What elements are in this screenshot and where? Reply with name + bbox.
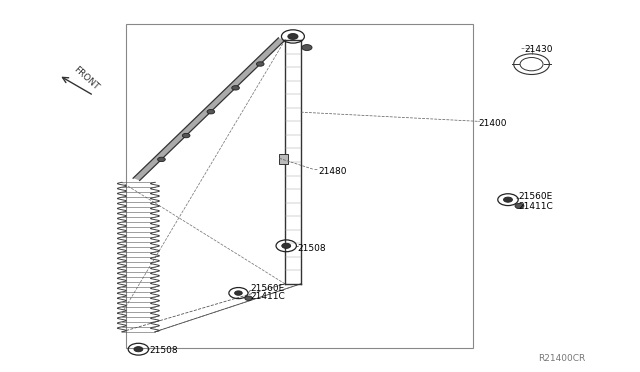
Bar	[279, 154, 288, 164]
Circle shape	[515, 203, 524, 209]
Circle shape	[257, 62, 264, 66]
Text: 21411C: 21411C	[519, 202, 554, 211]
Circle shape	[207, 109, 214, 114]
Text: 21411C: 21411C	[250, 292, 285, 301]
Text: 21430: 21430	[524, 45, 552, 54]
Circle shape	[232, 86, 239, 90]
Circle shape	[245, 296, 252, 301]
Circle shape	[504, 197, 513, 202]
Text: 21560E: 21560E	[250, 284, 284, 293]
Circle shape	[134, 347, 143, 352]
Circle shape	[282, 243, 291, 248]
Text: 21480: 21480	[318, 167, 347, 176]
Text: R21400CR: R21400CR	[538, 355, 586, 363]
Text: 21400: 21400	[478, 119, 506, 128]
Text: FRONT: FRONT	[72, 65, 100, 92]
Text: 21508: 21508	[298, 244, 326, 253]
Text: 21560E: 21560E	[519, 192, 553, 201]
Text: 21508: 21508	[149, 346, 178, 355]
Bar	[125, 23, 473, 349]
Circle shape	[302, 45, 312, 51]
Circle shape	[288, 33, 298, 39]
Polygon shape	[133, 38, 285, 180]
Circle shape	[182, 133, 190, 138]
Circle shape	[235, 291, 243, 295]
Circle shape	[157, 157, 165, 161]
